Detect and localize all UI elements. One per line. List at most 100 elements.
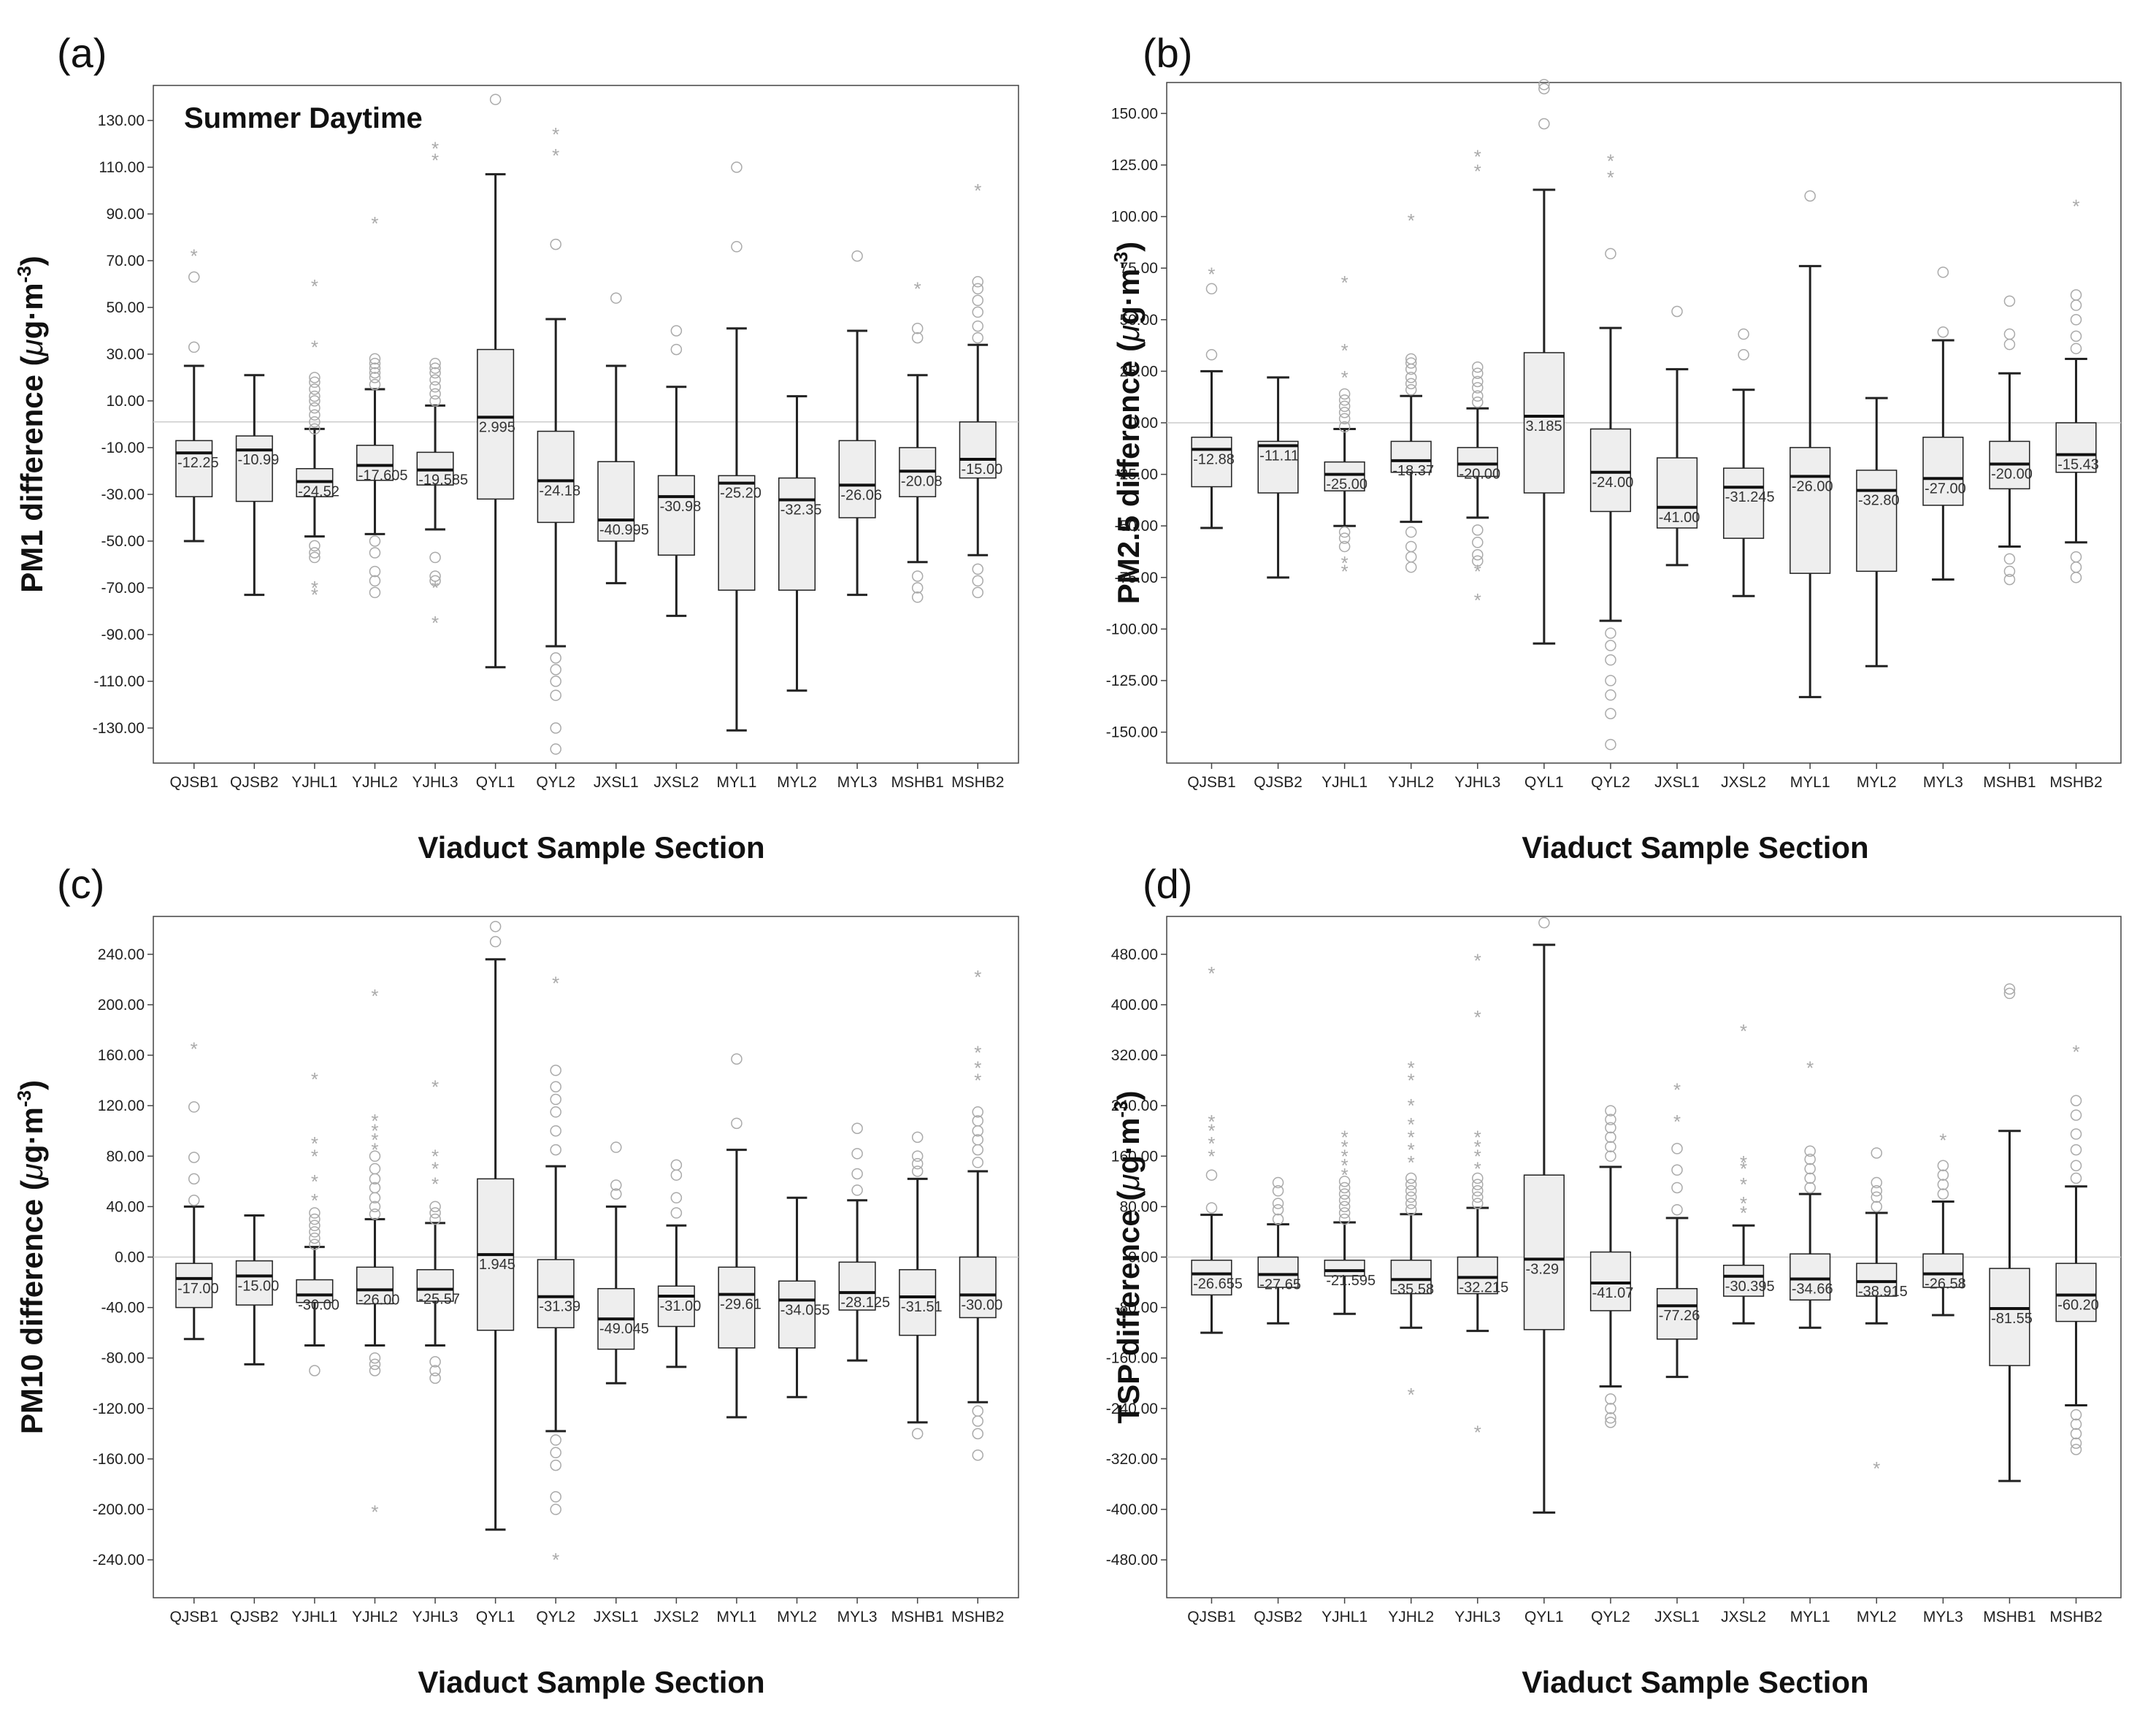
median-label: -26.58 <box>1925 1276 1966 1292</box>
outlier-point <box>550 1106 561 1118</box>
box-QYL2: -41.07 <box>1589 1105 1633 1428</box>
box-iqr <box>1856 1263 1898 1297</box>
extreme-point: * <box>974 1042 981 1064</box>
y-tick-label: 50.00 <box>106 299 145 316</box>
extreme-point: * <box>1208 1111 1215 1133</box>
box-iqr <box>1523 352 1565 494</box>
y-tick-label: 320.00 <box>1111 1047 1158 1064</box>
outlier-point <box>1205 1169 1218 1181</box>
outlier-point <box>1671 305 1683 318</box>
median-label: -12.25 <box>177 455 219 471</box>
outlier-point <box>1405 526 1417 538</box>
outlier-point <box>369 362 381 374</box>
y-tick-label: 30.00 <box>106 346 145 363</box>
outlier-point <box>1605 675 1616 686</box>
outlier-point <box>610 1188 622 1200</box>
x-tick-label: QYL1 <box>476 774 515 791</box>
outlier-point <box>369 372 381 383</box>
outlier-point <box>188 341 200 353</box>
x-axis-label: Viaduct Sample Section <box>1522 1665 1868 1699</box>
box-iqr <box>1589 428 1632 513</box>
outlier-point <box>2070 1444 2082 1455</box>
y-axis-label: PM2.5 difference (μg·m-3) <box>1110 242 1146 605</box>
x-tick-label: MSHB1 <box>1983 1609 2036 1625</box>
y-axis-label-exp: -3 <box>1110 252 1132 269</box>
y-tick-label: 110.00 <box>99 159 145 176</box>
outlier-point <box>309 423 321 435</box>
outlier-point <box>731 241 743 253</box>
outlier-point <box>1338 1195 1351 1206</box>
outlier-point <box>972 320 984 332</box>
extreme-point: * <box>1474 1422 1481 1444</box>
median-label: -35.58 <box>1392 1282 1434 1298</box>
outlier-point <box>1605 1105 1616 1117</box>
outlier-point <box>1538 916 1550 929</box>
box-iqr <box>1789 1253 1831 1301</box>
median-label: -20.00 <box>1991 466 2033 482</box>
y-tick-label: 40.00 <box>106 1198 145 1215</box>
outlier-point <box>972 1415 984 1427</box>
extreme-point: * <box>1408 210 1415 231</box>
x-tick-label: MYL1 <box>717 774 757 791</box>
outlier-point <box>1472 549 1484 561</box>
outlier-point <box>550 1065 561 1076</box>
outlier-point <box>670 1192 683 1204</box>
box-iqr <box>416 1269 454 1302</box>
outlier-point <box>2003 553 2016 565</box>
box-JXSL1: -49.045 <box>597 1141 649 1384</box>
extreme-point: * <box>1408 1095 1415 1117</box>
x-tick-label: MYL3 <box>1923 1609 1963 1625</box>
outlier-point <box>2070 299 2082 311</box>
outlier-point <box>550 1125 561 1137</box>
outlier-point <box>369 353 381 365</box>
outlier-point <box>2070 1418 2082 1430</box>
median-label: -32.80 <box>1858 493 1900 509</box>
box-MSHB1: -20.00 <box>1989 295 2033 586</box>
box-QYL2: ** -24.18 <box>537 123 580 755</box>
x-tick-label: MYL2 <box>777 1609 817 1625</box>
outlier-point <box>2070 314 2082 326</box>
box-iqr <box>2055 1263 2097 1322</box>
outlier-point <box>550 743 561 755</box>
extreme-point: * <box>1806 1057 1814 1079</box>
outlier-point <box>1605 1141 1616 1153</box>
box-QJSB2: -15.00 <box>235 1214 279 1366</box>
outlier-point <box>1804 1172 1816 1184</box>
x-tick-label: MSHB2 <box>2049 774 2102 791</box>
x-tick-label: MYL3 <box>837 774 878 791</box>
y-axis-label-exp: -3 <box>1110 1100 1132 1117</box>
extreme-point: * <box>431 1145 439 1167</box>
outlier-point <box>550 1434 561 1446</box>
extreme-point: * <box>1673 1079 1681 1101</box>
box-iqr <box>235 1260 273 1306</box>
extreme-point: * <box>1474 1006 1481 1028</box>
outlier-point <box>309 383 321 395</box>
y-tick-label: 200.00 <box>98 997 145 1014</box>
median-label: -20.08 <box>901 473 943 489</box>
panel-label: (b) <box>1143 30 1192 76</box>
y-tick-label: -125.00 <box>1106 673 1158 689</box>
box-QJSB1: *****-26.655 <box>1191 962 1243 1334</box>
box-iqr <box>1324 461 1365 491</box>
outlier-point <box>972 1106 984 1118</box>
outlier-point <box>369 1365 381 1376</box>
outlier-point <box>1338 421 1351 433</box>
outlier-point <box>972 1144 984 1156</box>
outlier-point <box>2070 1109 2082 1121</box>
box-YJHL3: *******-32.215 <box>1457 949 1508 1444</box>
extreme-point: * <box>1740 1192 1747 1214</box>
box-iqr <box>1457 1256 1498 1295</box>
y-tick-label: -10.00 <box>101 440 145 456</box>
outlier-point <box>188 1152 200 1163</box>
median-label: -26.00 <box>1792 478 1833 494</box>
outlier-point <box>1605 1393 1616 1405</box>
outlier-point <box>489 921 502 932</box>
box-iqr <box>175 1263 213 1309</box>
outlier-point <box>972 586 984 599</box>
extreme-point: * <box>1474 160 1481 182</box>
outlier-point <box>2070 572 2082 583</box>
box-MYL1: -26.00 <box>1789 190 1833 699</box>
outlier-point <box>851 1168 863 1180</box>
outlier-point <box>1472 382 1484 394</box>
x-tick-label: MYL3 <box>837 1609 878 1625</box>
